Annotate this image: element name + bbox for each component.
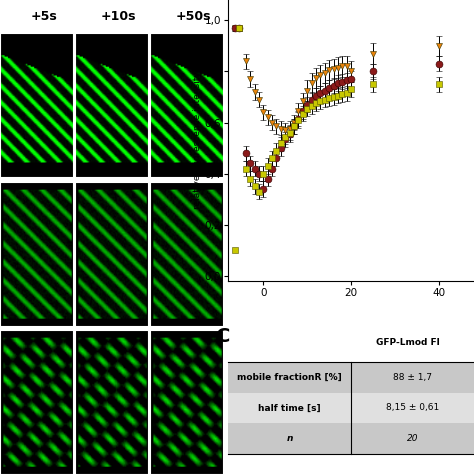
Text: mobile fractionR [%]: mobile fractionR [%] [237,373,342,382]
Text: 88 ± 1,7: 88 ± 1,7 [393,373,432,382]
Text: 20: 20 [407,434,418,443]
Text: +50s: +50s [175,10,210,23]
Text: C: C [216,327,230,346]
Y-axis label: relative fluorescence intensity: relative fluorescence intensity [193,72,202,210]
Bar [228,362,474,392]
Bar [228,392,474,423]
Point [231,246,238,254]
Text: half time [s]: half time [s] [258,403,321,412]
Text: +10s: +10s [100,10,136,23]
Text: 8,15 ± 0,61: 8,15 ± 0,61 [386,403,439,412]
Text: +5s: +5s [31,10,57,23]
Bar [228,423,474,455]
Text: GFP-Lmod Fl: GFP-Lmod Fl [376,338,439,347]
Text: n: n [286,434,293,443]
